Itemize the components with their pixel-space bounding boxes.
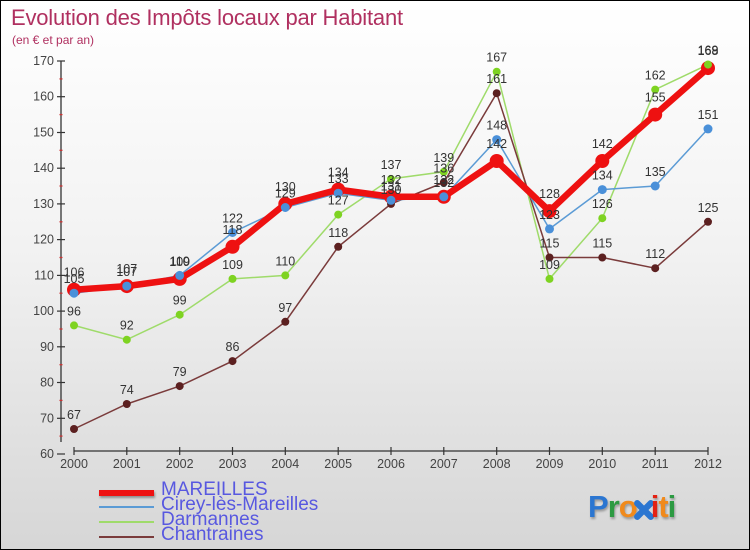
svg-text:132: 132 [433, 173, 454, 187]
svg-text:80: 80 [40, 376, 54, 390]
svg-text:109: 109 [222, 258, 243, 272]
svg-text:2012: 2012 [694, 457, 722, 471]
svg-text:118: 118 [223, 223, 243, 237]
svg-text:99: 99 [173, 294, 187, 308]
svg-text:60: 60 [40, 447, 54, 461]
svg-text:2004: 2004 [271, 457, 299, 471]
svg-text:90: 90 [40, 340, 54, 354]
svg-text:107: 107 [116, 262, 137, 276]
svg-text:135: 135 [645, 165, 666, 179]
svg-text:137: 137 [381, 158, 402, 172]
svg-text:2001: 2001 [113, 457, 141, 471]
svg-text:2002: 2002 [166, 457, 194, 471]
svg-text:132: 132 [381, 173, 402, 187]
svg-text:67: 67 [67, 408, 81, 422]
svg-text:134: 134 [592, 169, 613, 183]
svg-text:123: 123 [539, 208, 560, 222]
svg-text:2011: 2011 [642, 457, 669, 471]
svg-text:2006: 2006 [377, 457, 405, 471]
svg-text:2003: 2003 [219, 457, 247, 471]
svg-text:120: 120 [33, 233, 54, 247]
svg-text:127: 127 [328, 194, 349, 208]
svg-text:86: 86 [226, 340, 240, 354]
svg-text:125: 125 [698, 201, 719, 215]
svg-text:142: 142 [592, 137, 613, 151]
svg-text:134: 134 [328, 166, 349, 180]
svg-text:151: 151 [698, 108, 719, 122]
svg-text:2005: 2005 [324, 457, 352, 471]
svg-text:100: 100 [33, 304, 54, 318]
svg-text:97: 97 [278, 301, 292, 315]
svg-text:115: 115 [540, 237, 560, 251]
svg-text:162: 162 [645, 69, 666, 83]
svg-text:118: 118 [328, 226, 348, 240]
svg-text:155: 155 [645, 91, 666, 105]
svg-text:148: 148 [486, 119, 507, 133]
svg-text:150: 150 [33, 126, 54, 140]
svg-text:79: 79 [173, 365, 187, 379]
svg-text:110: 110 [34, 268, 54, 282]
svg-text:170: 170 [33, 54, 54, 68]
svg-text:110: 110 [275, 254, 295, 268]
svg-text:167: 167 [486, 51, 507, 65]
svg-text:130: 130 [275, 180, 296, 194]
svg-text:2008: 2008 [483, 457, 511, 471]
svg-text:168: 168 [698, 44, 719, 58]
svg-text:161: 161 [486, 72, 507, 86]
svg-text:109: 109 [539, 258, 560, 272]
svg-text:130: 130 [33, 197, 54, 211]
svg-text:115: 115 [592, 237, 612, 251]
svg-text:74: 74 [120, 383, 134, 397]
svg-text:106: 106 [64, 266, 85, 280]
svg-text:140: 140 [33, 161, 54, 175]
svg-text:2000: 2000 [60, 457, 88, 471]
svg-text:92: 92 [120, 319, 134, 333]
svg-text:126: 126 [592, 197, 613, 211]
svg-text:96: 96 [67, 304, 81, 318]
svg-text:70: 70 [40, 411, 54, 425]
svg-text:2010: 2010 [588, 457, 616, 471]
svg-text:112: 112 [645, 247, 665, 261]
svg-text:142: 142 [486, 137, 507, 151]
svg-text:2007: 2007 [430, 457, 458, 471]
svg-text:2009: 2009 [536, 457, 564, 471]
svg-text:128: 128 [539, 187, 560, 201]
svg-text:109: 109 [169, 255, 190, 269]
svg-text:160: 160 [33, 90, 54, 104]
